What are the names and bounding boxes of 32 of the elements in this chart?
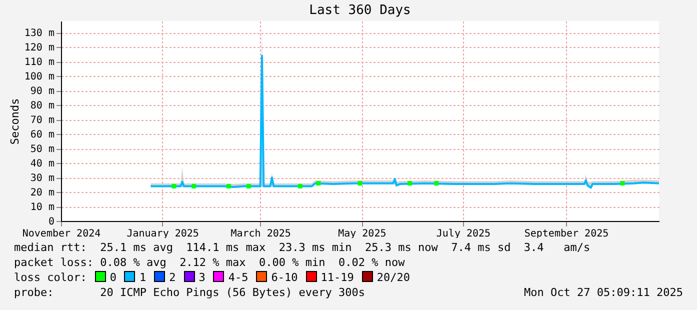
line-series (150, 54, 660, 189)
text: Mon Oct 27 05:09:11 2025 (524, 285, 683, 300)
legend-label: 20/20 (376, 271, 410, 284)
legend-label: 3 (198, 271, 206, 284)
text: median rtt: 25.1 ms avg 114.1 ms max 23.3 ms min 25.3 ms now 7.4 ms sd 3.4 am/s (13, 240, 592, 255)
legend-label: 1 (139, 271, 146, 284)
legend-label: 0 (110, 271, 116, 284)
y-tick-label: 100 m (24, 72, 54, 83)
text: packet loss: 0.08 % avg 2.12 % max 0.00 % min 0.02 % now (13, 255, 406, 270)
y-tick-label: 80 m (30, 100, 54, 112)
chart-title: Last 360 Days (309, 3, 411, 18)
y-tick-label: 70 m (30, 115, 54, 126)
y-tick-label: 50 m (30, 144, 54, 156)
y-tick-label: 10 m (30, 202, 54, 214)
text: probe: 20 ICMP Echo Pings (56 Bytes) every 300s (14, 286, 365, 299)
legend-label: 11-19 (320, 271, 354, 284)
y-tick-label: 130 m (24, 28, 54, 40)
y-tick-label: 0 (48, 216, 54, 228)
x-tick-label: March 2025 (230, 228, 291, 240)
y-tick-label: 60 m (30, 130, 54, 141)
legend-label: 4-5 (228, 271, 248, 284)
y-tick-label: 40 m (30, 158, 54, 170)
y-tick-label: 120 m (24, 42, 54, 54)
x-tick-label: November 2024 (22, 228, 101, 240)
legend-label: 6-10 (271, 271, 298, 284)
y-tick-label: 110 m (24, 57, 54, 68)
y-axis-title: Seconds (8, 98, 22, 145)
y-tick-label: 20 m (30, 188, 54, 199)
legend-label: 2 (169, 271, 176, 284)
y-tick-label: 90 m (30, 86, 54, 98)
y-tick-label: 30 m (30, 173, 54, 184)
legend-title: loss color: (14, 271, 87, 284)
